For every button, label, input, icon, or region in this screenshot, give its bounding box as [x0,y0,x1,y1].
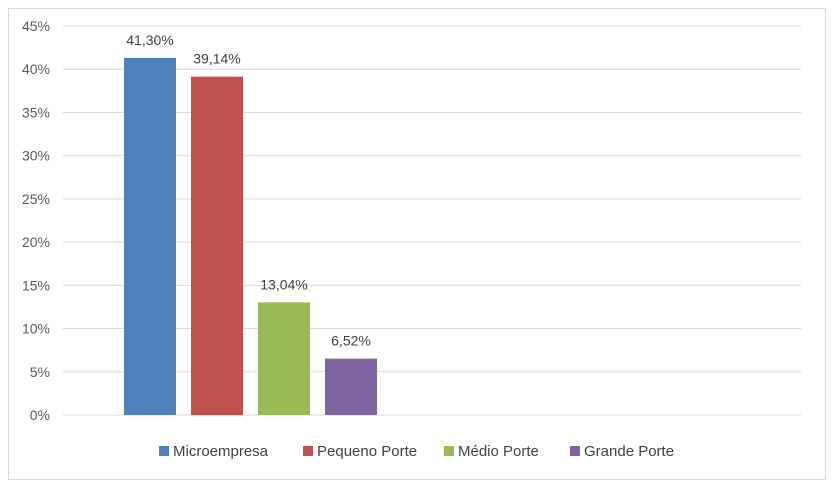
data-labels: 41,30% 39,14% 13,04% 6,52% [126,32,371,349]
bar-pequeno-porte [191,76,243,416]
bars [124,57,377,416]
y-tick-label: 25% [22,191,50,207]
bar-m-dio-porte [258,302,310,415]
data-label: 6,52% [331,333,371,349]
y-tick-label: 0% [30,407,50,423]
legend-label: Pequeno Porte [317,443,417,460]
y-tick-label: 20% [22,234,50,250]
y-axis-ticks: 0% 5% 10% 15% 20% 25% 30% 35% 40% 45% [22,18,50,423]
y-tick-label: 15% [22,277,50,293]
legend-swatch [159,446,169,456]
y-tick-label: 45% [22,18,50,34]
y-tick-label: 5% [30,364,50,380]
legend-label: Microempresa [173,443,269,460]
data-label: 13,04% [260,276,307,292]
y-tick-label: 30% [22,148,50,164]
data-label: 39,14% [193,51,240,67]
legend-swatch [303,446,313,456]
legend-label: Médio Porte [458,443,539,460]
bar-microempresa [124,57,176,416]
y-tick-label: 40% [22,61,50,77]
data-label: 41,30% [126,32,173,48]
y-tick-label: 35% [22,104,50,120]
legend-label: Grande Porte [584,443,674,460]
bar-grande-porte [325,358,377,415]
legend: Microempresa Pequeno Porte Médio Porte Gran… [159,443,674,460]
y-tick-label: 10% [22,321,50,337]
legend-swatch [444,446,454,456]
gridlines [63,25,801,416]
legend-swatch [570,446,580,456]
